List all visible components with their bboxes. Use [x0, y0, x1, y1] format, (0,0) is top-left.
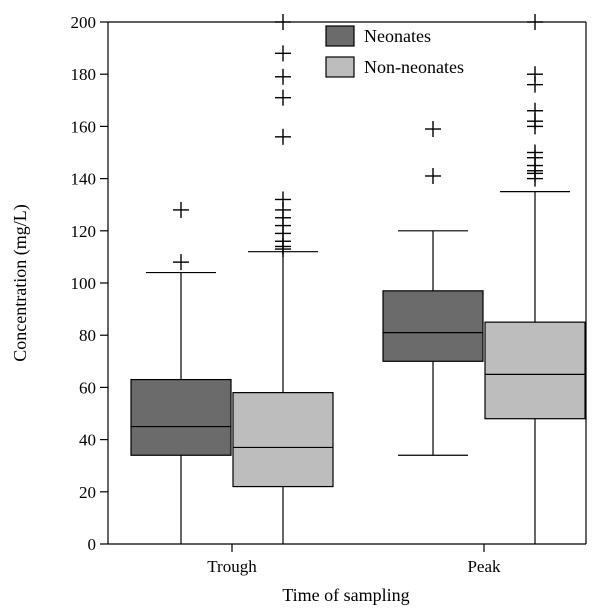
y-tick-label: 200 — [71, 13, 97, 32]
legend-label-neonates: Neonates — [364, 26, 431, 46]
y-tick-label: 140 — [71, 170, 97, 189]
box-non-neonates-peak — [484, 321, 586, 420]
x-tick-label: Peak — [467, 557, 501, 576]
y-tick-label: 180 — [71, 65, 97, 84]
legend-swatch-non-neonates — [325, 56, 355, 78]
box-neonates-trough — [130, 378, 232, 456]
legend-swatch-neonates — [325, 25, 355, 47]
y-tick-label: 20 — [79, 483, 96, 502]
y-tick-label: 60 — [79, 378, 96, 397]
x-tick-label: Trough — [207, 557, 257, 576]
box-neonates-peak — [382, 290, 484, 362]
x-axis-title: Time of sampling — [282, 585, 409, 605]
y-tick-label: 40 — [79, 431, 96, 450]
y-tick-label: 80 — [79, 326, 96, 345]
y-tick-label: 0 — [88, 535, 97, 554]
y-tick-label: 120 — [71, 222, 97, 241]
y-tick-label: 100 — [71, 274, 97, 293]
y-tick-label: 160 — [71, 117, 97, 136]
box-non-neonates-trough — [232, 392, 334, 488]
legend-label-non-neonates: Non-neonates — [364, 57, 464, 77]
y-axis-title: Concentration (mg/L) — [10, 204, 31, 361]
